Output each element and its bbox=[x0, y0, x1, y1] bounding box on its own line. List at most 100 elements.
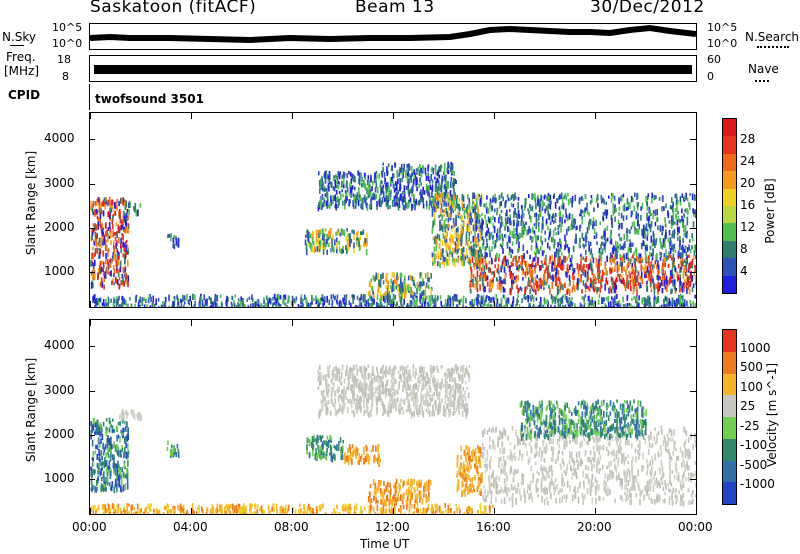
heatmap-cell bbox=[234, 294, 236, 298]
heatmap-cell bbox=[627, 261, 630, 268]
heatmap-cell bbox=[380, 190, 382, 196]
heatmap-cell bbox=[578, 306, 580, 307]
heatmap-cell bbox=[675, 298, 678, 302]
heatmap-cell bbox=[106, 466, 108, 473]
beam-label: Beam 13 bbox=[355, 0, 435, 17]
heatmap-cell bbox=[414, 204, 416, 211]
heatmap-cell bbox=[557, 301, 560, 307]
heatmap-cell bbox=[91, 228, 94, 233]
heatmap-cell bbox=[113, 470, 115, 474]
heatmap-cell bbox=[506, 241, 509, 249]
heatmap-cell bbox=[462, 207, 464, 211]
heatmap-cell bbox=[639, 256, 642, 264]
heatmap-cell bbox=[346, 180, 348, 186]
heatmap-cell bbox=[114, 201, 116, 209]
heatmap-cell bbox=[503, 304, 505, 307]
heatmap-cell bbox=[644, 250, 647, 255]
heatmap-cell bbox=[653, 195, 656, 201]
heatmap-cell bbox=[254, 302, 257, 307]
heatmap-cell bbox=[338, 246, 341, 252]
heatmap-cell bbox=[663, 298, 665, 303]
heatmap-cell bbox=[349, 182, 352, 188]
heatmap-cell bbox=[282, 294, 285, 299]
heatmap-cell bbox=[357, 459, 359, 465]
heatmap-cell bbox=[94, 431, 96, 435]
heatmap-cell bbox=[456, 202, 458, 209]
heatmap-cell bbox=[419, 272, 422, 276]
heatmap-cell bbox=[425, 282, 428, 289]
heatmap-cell bbox=[503, 278, 505, 285]
heatmap-cell bbox=[477, 238, 480, 242]
heatmap-cell bbox=[403, 292, 406, 299]
heatmap-cell bbox=[621, 265, 623, 273]
heatmap-cell bbox=[409, 290, 412, 298]
heatmap-cell bbox=[276, 297, 278, 304]
heatmap-cell bbox=[97, 226, 99, 230]
heatmap-cell bbox=[91, 462, 94, 467]
heatmap-cell bbox=[111, 259, 113, 264]
heatmap-cell bbox=[117, 466, 120, 473]
heatmap-cell bbox=[274, 298, 277, 302]
heatmap-cell bbox=[449, 212, 451, 219]
heatmap-cell bbox=[595, 197, 598, 204]
heatmap-cell bbox=[608, 287, 610, 294]
heatmap-cell bbox=[410, 188, 412, 194]
heatmap-cell bbox=[330, 436, 333, 441]
heatmap-cell bbox=[537, 214, 540, 221]
heatmap-cell bbox=[123, 226, 125, 231]
heatmap-cell bbox=[375, 182, 378, 188]
heatmap-cell bbox=[320, 178, 322, 185]
heatmap-cell bbox=[424, 285, 427, 292]
heatmap-cell bbox=[604, 262, 606, 270]
heatmap-cell bbox=[111, 444, 113, 450]
heatmap-cell bbox=[372, 479, 375, 486]
heatmap-cell bbox=[119, 414, 121, 420]
heatmap-cell bbox=[532, 236, 534, 242]
heatmap-cell bbox=[116, 198, 118, 204]
heatmap-cell bbox=[319, 184, 322, 189]
heatmap-cell bbox=[177, 305, 180, 307]
heatmap-cell bbox=[542, 216, 544, 221]
heatmap-cell bbox=[103, 302, 105, 306]
heatmap-cell bbox=[90, 478, 93, 485]
heatmap-cell bbox=[408, 165, 411, 170]
heatmap-cell bbox=[450, 195, 453, 201]
heatmap-cell bbox=[472, 278, 474, 286]
heatmap-cell bbox=[319, 230, 321, 237]
heatmap-cell bbox=[325, 451, 328, 456]
heatmap-cell bbox=[620, 212, 623, 219]
heatmap-cell bbox=[510, 261, 513, 267]
heatmap-cell bbox=[608, 195, 610, 199]
heatmap-cell bbox=[263, 297, 265, 301]
heatmap-cell bbox=[496, 228, 499, 234]
heatmap-cell bbox=[499, 276, 502, 284]
heatmap-cell bbox=[125, 300, 127, 306]
heatmap-cell bbox=[92, 484, 94, 490]
heatmap-cell bbox=[619, 254, 621, 258]
heatmap-cell bbox=[504, 225, 506, 231]
heatmap-cell bbox=[670, 220, 673, 227]
heatmap-cell bbox=[561, 204, 563, 209]
heatmap-cell bbox=[315, 438, 318, 445]
heatmap-cell bbox=[398, 284, 400, 291]
heatmap-cell bbox=[567, 192, 569, 197]
heatmap-cell bbox=[639, 276, 641, 280]
heatmap-cell bbox=[367, 189, 369, 195]
heatmap-cell bbox=[527, 208, 529, 212]
heatmap-cell bbox=[109, 207, 111, 214]
heatmap-cell bbox=[456, 235, 458, 242]
heatmap-cell bbox=[663, 256, 665, 262]
heatmap-cell bbox=[512, 203, 515, 208]
heatmap-cell bbox=[117, 259, 120, 266]
heatmap-cell bbox=[652, 210, 655, 215]
heatmap-cell bbox=[94, 305, 96, 307]
heatmap-cell bbox=[454, 204, 457, 211]
heatmap-cell bbox=[413, 175, 416, 181]
heatmap-cell bbox=[96, 301, 99, 306]
heatmap-cell bbox=[595, 219, 597, 227]
heatmap-cell bbox=[380, 179, 382, 187]
heatmap-cell bbox=[189, 295, 191, 302]
heatmap-cell bbox=[530, 238, 533, 242]
heatmap-cell bbox=[355, 198, 358, 205]
heatmap-cell bbox=[356, 194, 359, 200]
